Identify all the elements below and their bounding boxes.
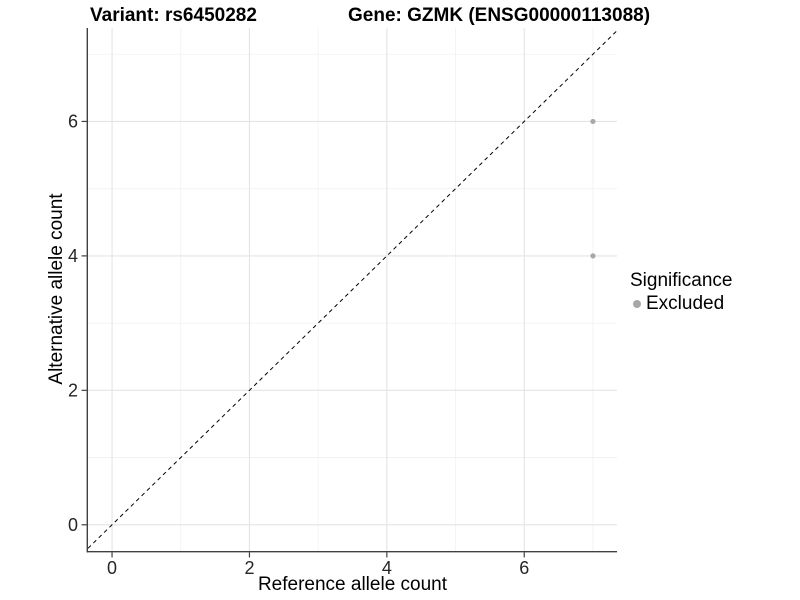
- legend: Significance Excluded: [630, 270, 732, 315]
- x-tick-label: 2: [244, 558, 254, 578]
- y-tick-label: 0: [68, 515, 78, 535]
- x-tick-label: 6: [519, 558, 529, 578]
- legend-title: Significance: [630, 270, 733, 291]
- data-point: [590, 253, 596, 259]
- y-tick-label: 2: [68, 380, 78, 400]
- x-axis-title: Reference allele count: [257, 574, 448, 595]
- legend-item-label: Excluded: [646, 293, 725, 314]
- x-tick-label: 4: [382, 558, 392, 578]
- y-tick-label: 6: [68, 111, 78, 131]
- y-axis-title: Alternative allele count: [46, 193, 67, 385]
- plot-title-gene: Gene: GZMK (ENSG00000113088): [348, 5, 651, 26]
- y-tick-label: 4: [68, 246, 78, 266]
- legend-key-dot-icon: [633, 300, 641, 308]
- data-point: [590, 118, 596, 125]
- legend-item-excluded: Excluded: [633, 293, 732, 315]
- identity-line: [87, 30, 618, 549]
- x-tick-label: 0: [107, 558, 117, 578]
- plot-title-variant: Variant: rs6450282: [90, 5, 257, 26]
